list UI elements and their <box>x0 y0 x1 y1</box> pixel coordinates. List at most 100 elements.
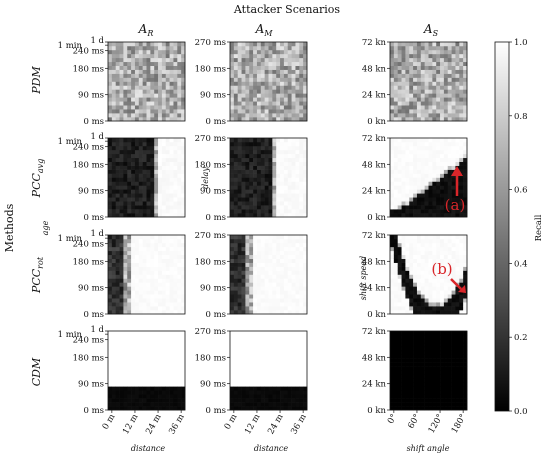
heatmap-cell <box>280 235 285 240</box>
heatmap-cell <box>237 342 242 348</box>
heatmap-cell <box>397 394 402 399</box>
heatmap-cell <box>447 89 452 94</box>
heatmap-cell <box>230 354 235 359</box>
heatmap-cell <box>177 394 182 399</box>
heatmap-cell <box>150 113 155 118</box>
heatmap-cell <box>181 286 186 291</box>
heatmap-cell <box>409 65 414 70</box>
heatmap-cell <box>287 101 292 106</box>
heatmap-cell <box>405 250 410 256</box>
heatmap-cell <box>138 145 143 151</box>
heatmap-cell <box>253 402 258 407</box>
heatmap-cell <box>295 358 300 363</box>
heatmap-cell <box>241 109 246 114</box>
heatmap-cell <box>260 53 265 59</box>
heatmap-cell <box>455 386 460 391</box>
heatmap-cell <box>459 294 464 299</box>
heatmap-cell <box>108 378 113 383</box>
heatmap-cell <box>440 350 445 355</box>
heatmap-cell <box>169 406 174 411</box>
heatmap-cell <box>416 197 422 202</box>
heatmap-cell <box>138 61 143 66</box>
y-tick-label: 1 d <box>90 132 104 142</box>
heatmap-cell <box>268 290 273 295</box>
heatmap-cell <box>134 262 140 267</box>
heatmap-cell <box>169 306 174 311</box>
heatmap-cell <box>173 398 178 403</box>
heatmap-cell <box>416 145 422 151</box>
heatmap-cell <box>299 105 304 110</box>
heatmap-cell <box>158 141 163 147</box>
heatmap-cell <box>134 350 140 355</box>
heatmap-cell <box>416 310 422 315</box>
heatmap-cell <box>413 117 418 122</box>
heatmap-cell <box>237 366 242 371</box>
heatmap-cell <box>405 331 410 336</box>
heatmap-cell <box>276 350 281 355</box>
heatmap-cell <box>150 65 155 70</box>
heatmap-cell <box>295 246 300 252</box>
heatmap-cell <box>463 378 468 383</box>
heatmap-cell <box>127 45 132 51</box>
heatmap-cell <box>138 354 143 359</box>
heatmap-cell <box>161 157 167 162</box>
heatmap-cell <box>451 201 456 206</box>
heatmap-cell <box>131 181 136 186</box>
heatmap-cell <box>424 209 429 214</box>
heatmap-cell <box>451 113 456 118</box>
heatmap-cell <box>115 306 120 311</box>
heatmap-cell <box>390 398 395 403</box>
heatmap-cell <box>230 157 235 162</box>
heatmap-cell <box>459 338 464 344</box>
heatmap-cell <box>260 81 265 86</box>
heatmap-cell <box>233 274 238 279</box>
heatmap-cell <box>131 274 136 279</box>
heatmap-cell <box>253 274 258 279</box>
heatmap-cell <box>416 181 422 186</box>
heatmap-cell <box>283 358 289 363</box>
heatmap-cell <box>158 254 163 259</box>
heatmap-cell <box>134 189 140 194</box>
heatmap-cell <box>131 201 136 206</box>
heatmap-cell <box>409 109 414 114</box>
heatmap-cell <box>451 282 456 287</box>
heatmap-cell <box>169 53 174 59</box>
heatmap-cell <box>115 370 120 375</box>
heatmap-cell <box>272 149 277 155</box>
heatmap-cell <box>287 362 292 367</box>
heatmap-cell <box>276 394 281 399</box>
heatmap-cell <box>241 213 246 218</box>
heatmap-cell <box>131 42 136 47</box>
heatmap-cell <box>416 250 422 256</box>
heatmap-cell <box>397 402 402 407</box>
heatmap-cell <box>154 286 159 291</box>
heatmap-cell <box>280 306 285 311</box>
heatmap-cell <box>295 294 300 299</box>
heatmap-cell <box>409 213 414 218</box>
heatmap-cell <box>146 354 151 359</box>
heatmap-cell <box>393 81 398 86</box>
heatmap-cell <box>291 354 296 359</box>
heatmap-cell <box>432 101 437 106</box>
heatmap-cell <box>165 193 170 198</box>
y-tick-label: 1 d <box>90 325 104 335</box>
heatmap-cell <box>127 290 132 295</box>
heatmap-cell <box>158 342 163 348</box>
heatmap-cell <box>142 302 147 307</box>
heatmap-cell <box>276 246 281 252</box>
heatmap-cell <box>432 374 437 379</box>
heatmap-cell <box>295 390 300 395</box>
heatmap-cell <box>161 93 167 98</box>
heatmap-cell <box>253 181 258 186</box>
heatmap-cell <box>260 334 265 340</box>
heatmap-cell <box>237 209 242 214</box>
heatmap-cell <box>432 145 437 151</box>
heatmap-cell <box>169 286 174 291</box>
heatmap-cell <box>393 398 398 403</box>
heatmap-cell <box>291 105 296 110</box>
heatmap-cell <box>291 193 296 198</box>
y-tick-label: 0 ms <box>205 310 226 320</box>
heatmap-cell <box>409 310 414 315</box>
heatmap-cell <box>443 266 449 271</box>
heatmap-cell <box>295 197 300 202</box>
